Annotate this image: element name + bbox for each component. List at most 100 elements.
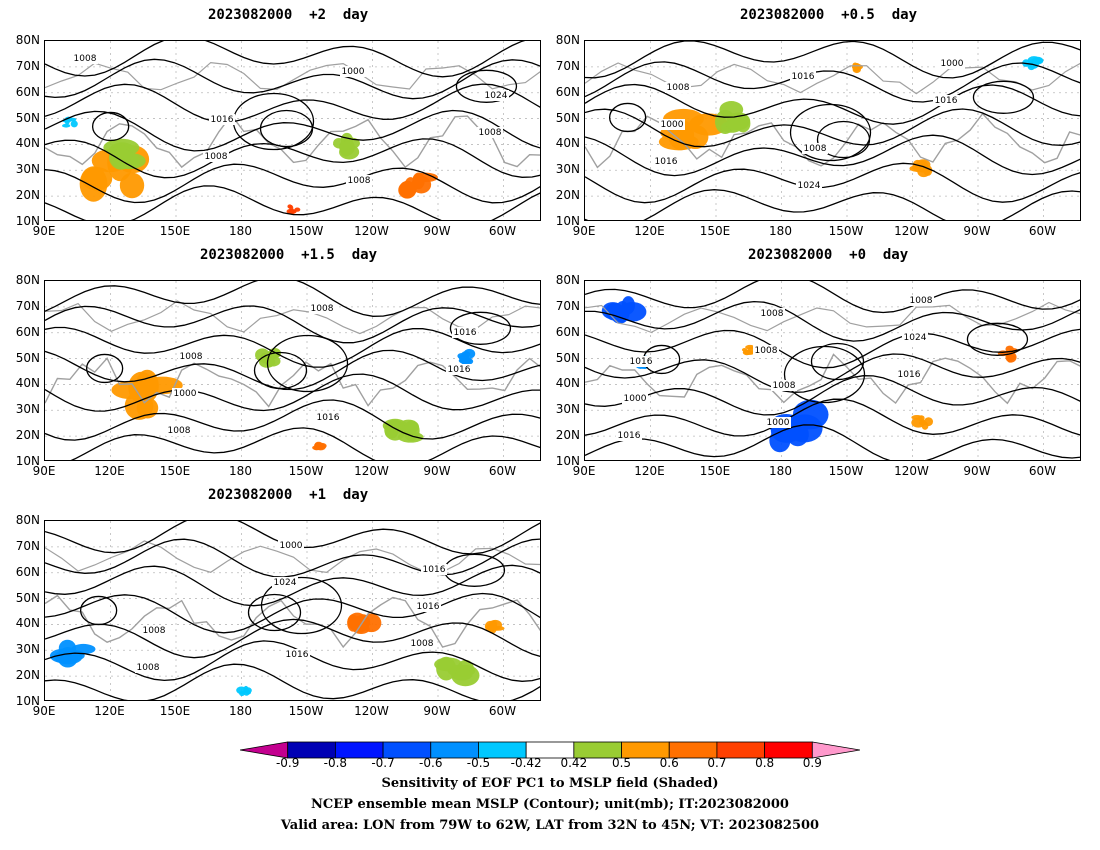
coastline bbox=[45, 114, 540, 169]
lon-tick-label: 150E bbox=[159, 224, 191, 238]
sensitivity-shade bbox=[70, 120, 78, 128]
isobar-label: 1024 bbox=[904, 333, 927, 343]
isobar-label: 1016 bbox=[935, 96, 958, 106]
isobar-label: 1000 bbox=[941, 59, 964, 69]
lat-tick-label: 80N bbox=[555, 273, 580, 287]
mslp-closed-contour bbox=[972, 80, 1035, 114]
lat-tick-label: 20N bbox=[15, 428, 40, 443]
map-panel-plus1: 1016 1016 1008 1000 1016 1008 1024 1008 bbox=[44, 520, 541, 701]
lon-tick-label: 120E bbox=[94, 224, 125, 238]
isobar-label-bg bbox=[908, 295, 934, 306]
sensitivity-shade bbox=[463, 348, 476, 359]
isobar-label: 1008 bbox=[168, 426, 191, 436]
lat-tick-label: 10N bbox=[555, 454, 580, 468]
lon-tick-label: 180 bbox=[229, 704, 252, 718]
sensitivity-shade bbox=[918, 420, 928, 426]
lat-tick-label: 60N bbox=[15, 84, 40, 99]
isobar-label-bg bbox=[284, 649, 310, 660]
colorbar bbox=[240, 741, 860, 759]
isobar-label-bg bbox=[771, 380, 797, 391]
lat-tick-label: 10N bbox=[15, 454, 40, 468]
isobar-label: 1008 bbox=[804, 144, 827, 154]
sensitivity-shade bbox=[1028, 58, 1040, 69]
isobar-label-bg bbox=[409, 638, 435, 649]
isobar-label: 1008 bbox=[180, 352, 203, 362]
mslp-closed-contour bbox=[443, 553, 506, 587]
mslp-contour bbox=[45, 538, 540, 578]
isobar-label: 1016 bbox=[454, 328, 477, 338]
mslp-contour bbox=[45, 58, 540, 100]
isobar-label: 1008 bbox=[143, 626, 166, 636]
mslp-contour bbox=[585, 353, 1080, 394]
lat-tick-label: 30N bbox=[15, 642, 40, 657]
lon-tick-label: 60W bbox=[1028, 224, 1057, 238]
isobar-label-bg bbox=[141, 625, 167, 636]
panel-title-plus0: 2023082000 +0 day bbox=[748, 247, 909, 263]
isobar-label: 1024 bbox=[798, 181, 821, 191]
lat-tick-label: 50N bbox=[15, 110, 40, 125]
mslp-contour bbox=[45, 399, 540, 441]
mslp-contour bbox=[45, 185, 540, 220]
isobar-label-bg bbox=[203, 151, 229, 162]
sensitivity-shade bbox=[398, 181, 417, 199]
coastline bbox=[45, 61, 540, 91]
sensitivity-shade bbox=[286, 209, 294, 214]
colorbar-tick-label: 0.42 bbox=[560, 756, 588, 770]
lon-tick-label: 90E bbox=[32, 704, 56, 718]
mslp-closed-contour bbox=[608, 102, 647, 133]
mslp-contour bbox=[585, 162, 1080, 204]
lat-tick-label: 40N bbox=[15, 376, 40, 391]
mslp-contour bbox=[45, 281, 540, 317]
sensitivity-shade bbox=[312, 445, 323, 451]
isobar-label: 1008 bbox=[137, 663, 160, 673]
mslp-closed-contour bbox=[253, 351, 308, 390]
lon-tick-label: 90W bbox=[963, 224, 991, 238]
mslp-contour bbox=[45, 373, 540, 412]
lat-tick-label: 20N bbox=[555, 188, 580, 203]
isobar-label-bg bbox=[790, 71, 816, 82]
mslp-contour bbox=[45, 41, 526, 78]
mslp-closed-contour bbox=[816, 120, 871, 159]
map-svg: 1008 1008 1000 1000 1024 1016 1016 1016 bbox=[585, 41, 1080, 220]
map-panel-plus05: 1008 1008 1000 1000 1024 1016 1016 1016 bbox=[584, 40, 1081, 221]
panel-title-plus15: 2023082000 +1.5 day bbox=[200, 247, 378, 263]
lon-tick-label: 150W bbox=[828, 224, 864, 238]
lat-tick-label: 80N bbox=[15, 33, 40, 47]
mslp-contour bbox=[585, 41, 1080, 79]
lon-tick-label: 150E bbox=[699, 464, 731, 478]
caption-line-3: Valid area: LON from 79W to 62W, LAT fro… bbox=[280, 818, 820, 833]
lat-tick-label: 20N bbox=[555, 428, 580, 443]
lon-tick-label: 90E bbox=[572, 464, 596, 478]
isobar-label-bg bbox=[665, 82, 691, 93]
lon-tick-label: 150W bbox=[288, 464, 324, 478]
lon-tick-label: 60W bbox=[488, 464, 517, 478]
isobar-label: 1000 bbox=[174, 389, 197, 399]
mslp-closed-contour bbox=[232, 92, 315, 151]
map-svg: 1016 1016 1008 1000 1016 1008 1024 1008 bbox=[45, 521, 540, 700]
isobar-label: 1016 bbox=[655, 157, 678, 167]
isobar-label-bg bbox=[315, 412, 341, 423]
sensitivity-shade bbox=[287, 204, 293, 209]
lon-tick-label: 150E bbox=[159, 704, 191, 718]
colorbar-tick-label: -0.5 bbox=[466, 756, 491, 770]
isobar-label-bg bbox=[135, 662, 161, 673]
lat-tick-label: 50N bbox=[555, 110, 580, 125]
sensitivity-shade bbox=[62, 123, 71, 128]
lon-tick-label: 120W bbox=[354, 464, 389, 478]
lat-tick-label: 20N bbox=[15, 188, 40, 203]
lon-tick-label: 90W bbox=[963, 464, 991, 478]
lon-tick-label: 150W bbox=[828, 464, 864, 478]
mslp-closed-contour bbox=[91, 111, 130, 142]
isobar-label-bg bbox=[346, 175, 372, 186]
mslp-contour bbox=[585, 424, 1080, 460]
lat-tick-label: 10N bbox=[15, 214, 40, 228]
isobar-label: 1016 bbox=[448, 365, 471, 375]
lat-tick-label: 20N bbox=[15, 668, 40, 683]
mslp-contour bbox=[585, 375, 1080, 416]
lat-tick-label: 80N bbox=[15, 513, 40, 527]
mslp-closed-contour bbox=[783, 345, 866, 404]
lat-tick-label: 10N bbox=[15, 694, 40, 708]
isobar-label-bg bbox=[902, 332, 928, 343]
colorbar-tick-label: 0.5 bbox=[611, 756, 632, 770]
mslp-contour bbox=[585, 108, 1080, 148]
